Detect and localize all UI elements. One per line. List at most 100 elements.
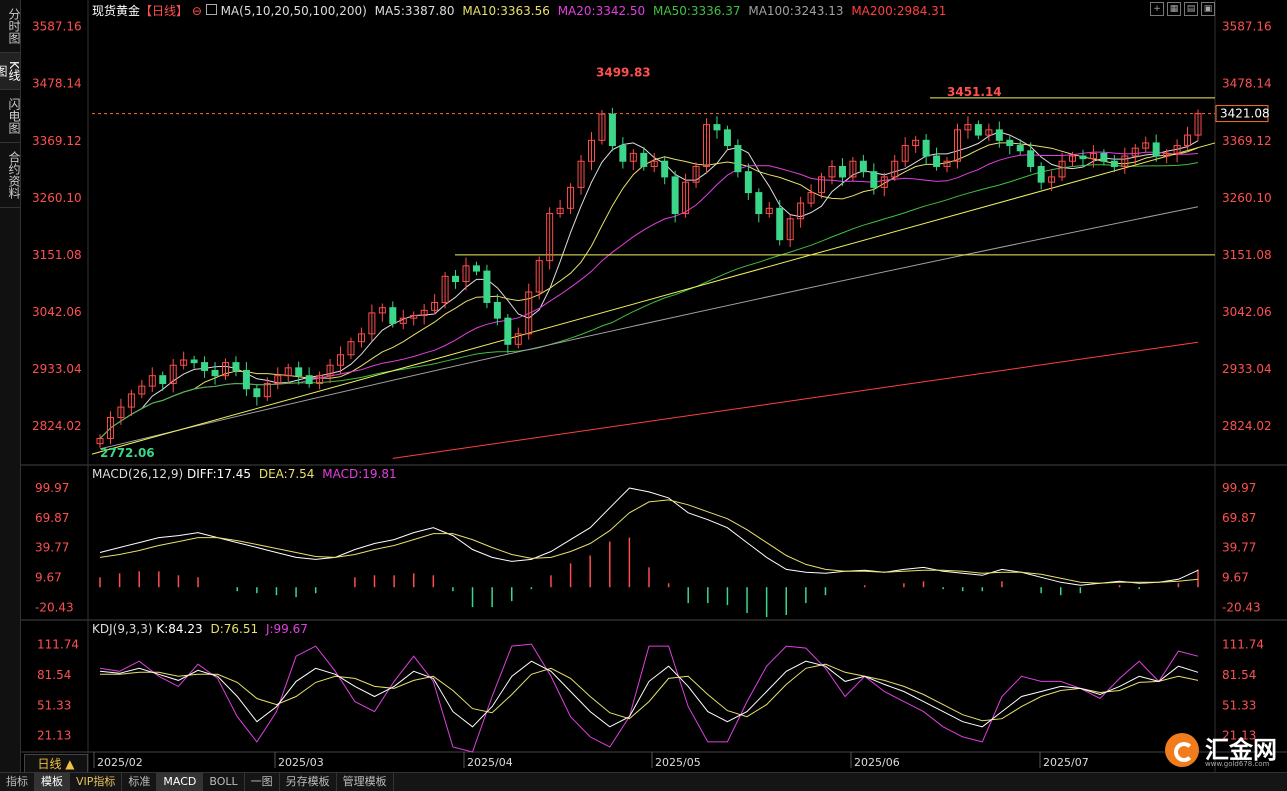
candle-up [274, 375, 282, 385]
sidebar-tab-kline[interactable]: K线图 [0, 53, 21, 90]
price-tick-left: 3151.08 [32, 248, 82, 262]
candle-down [870, 171, 878, 188]
candle-down [995, 129, 1003, 141]
chart-canvas[interactable]: 3587.16 3587.16 3478.14 3478.14 3369.12 3369.… [0, 0, 1287, 772]
macd-tick-left: 99.97 [35, 481, 69, 495]
candle-up [964, 124, 972, 131]
candle-down [389, 307, 397, 324]
candle-down [619, 145, 627, 162]
candle-down [1100, 152, 1108, 162]
candle-up [514, 333, 522, 345]
settings-icon[interactable]: ▣ [1201, 2, 1215, 16]
macd-tick-right: 39.77 [1222, 541, 1256, 555]
kdj-tick-right: 81.54 [1222, 668, 1256, 682]
candle-up [410, 315, 418, 319]
candle-up [849, 160, 857, 178]
macd-button[interactable]: MACD [157, 773, 204, 791]
sidebar-tab-timeshare[interactable]: 分时图 [0, 0, 21, 53]
logo-text: 汇金网 [1205, 736, 1277, 764]
kdj-d: D:76.51 [210, 622, 259, 636]
price-tick-right: 2933.04 [1222, 362, 1272, 376]
boll-button[interactable]: BOLL [203, 773, 245, 791]
standard-button[interactable]: 标准 [122, 773, 158, 791]
price-tick-right: 3587.16 [1222, 20, 1272, 34]
single-chart-button[interactable]: 一图 [245, 773, 280, 791]
macd-header: MACD(26,12,9) DIFF:17.45 DEA:7.54 MACD:1… [92, 467, 397, 481]
moving-average-lines [99, 131, 1199, 459]
candle-down [493, 301, 501, 319]
candle-up [943, 160, 951, 167]
ma5-line [99, 131, 1199, 439]
candle-up [1069, 155, 1077, 162]
candle-up [587, 139, 595, 162]
x-axis-label: 2025/06 [854, 756, 900, 769]
candle-up [556, 207, 564, 215]
candle-down [640, 152, 648, 167]
candle-down [755, 192, 763, 215]
manage-template-button[interactable]: 管理模板 [337, 773, 394, 791]
candle-up [441, 275, 449, 303]
candle-down [1110, 160, 1118, 167]
candle-up [462, 265, 470, 283]
candle-down [295, 367, 303, 377]
zoom-icon[interactable]: ⊖ [191, 4, 202, 18]
kdj-tick-right: 21.13 [1222, 729, 1256, 743]
candle-up [598, 113, 606, 141]
ma50-line [99, 162, 1199, 439]
sidebar-tab-flash[interactable]: 闪电图 [0, 90, 21, 143]
grid-icon[interactable]: ▦ [1167, 2, 1181, 16]
candle-down [483, 270, 491, 303]
ma20-value: MA20:3342.50 [557, 4, 646, 18]
x-axis-label: 2025/02 [97, 756, 143, 769]
candle-down [671, 176, 679, 215]
candle-up [1142, 142, 1150, 149]
candle-up [1194, 113, 1202, 136]
candle-up [891, 160, 899, 178]
crosshair-icon[interactable]: + [1150, 2, 1164, 16]
template-button[interactable]: 模板 [35, 773, 70, 791]
candle-down [859, 160, 867, 173]
kdj-params: KDJ(9,3,3) [92, 622, 153, 636]
period-selector[interactable]: 日线 ▲ [24, 754, 88, 774]
gold678-logo: 汇金网 www.gold678.com [1165, 733, 1277, 768]
bottom-toolbar: 指标 模板 VIP指标 标准 MACD BOLL 一图 另存模板 管理模板 [0, 772, 1287, 791]
macd-tick-right: 99.97 [1222, 481, 1256, 495]
candle-down [723, 129, 731, 147]
chart-header: 现货黄金【日线】 ⊖ MA(5,10,20,50,100,200) MA5:33… [92, 2, 946, 19]
vip-indicator-button[interactable]: VIP指标 [70, 773, 123, 791]
high-label-2: 3451.14 [947, 85, 1002, 99]
save-template-button[interactable]: 另存模板 [280, 773, 337, 791]
candle-up [880, 176, 888, 188]
kdj-k-line [99, 660, 1199, 728]
sidebar-tab-contract[interactable]: 合约资料 [0, 143, 21, 208]
ma200-line [392, 341, 1199, 459]
ma200-value: MA200:2984.31 [851, 4, 947, 18]
kdj-tick-right: 51.33 [1222, 698, 1256, 712]
macd-diff-line [99, 487, 1199, 586]
macd-params: MACD(26,12,9) [92, 467, 184, 481]
ma50-value: MA50:3336.37 [653, 4, 741, 18]
candle-down [232, 362, 240, 371]
ma10-line [99, 142, 1199, 439]
candle-up [1048, 176, 1056, 183]
price-tick-left: 2824.02 [32, 419, 82, 433]
candle-down [1006, 139, 1014, 147]
candle-up [96, 437, 104, 445]
kdj-d-line [100, 663, 1199, 722]
candlesticks [96, 107, 1202, 448]
trend-lines [91, 97, 1216, 455]
price-annotations: 3499.83 3451.14 2772.06 3421.08 [100, 65, 1270, 460]
layout-icon[interactable]: ▤ [1184, 2, 1198, 16]
last-price-box [1215, 105, 1269, 123]
kdj-j: J:99.67 [265, 622, 308, 636]
candle-down [713, 124, 721, 131]
sidebar: 分时图 K线图 闪电图 合约资料 [0, 0, 21, 772]
x-axis-label: 2025/05 [655, 756, 701, 769]
candle-down [159, 375, 167, 385]
price-tick-left: 3042.06 [32, 305, 82, 319]
ma100-value: MA100:3243.13 [748, 4, 844, 18]
indicator-button[interactable]: 指标 [0, 773, 35, 791]
candle-up [221, 362, 229, 377]
candle-down [974, 124, 982, 136]
candle-down [1079, 155, 1087, 160]
